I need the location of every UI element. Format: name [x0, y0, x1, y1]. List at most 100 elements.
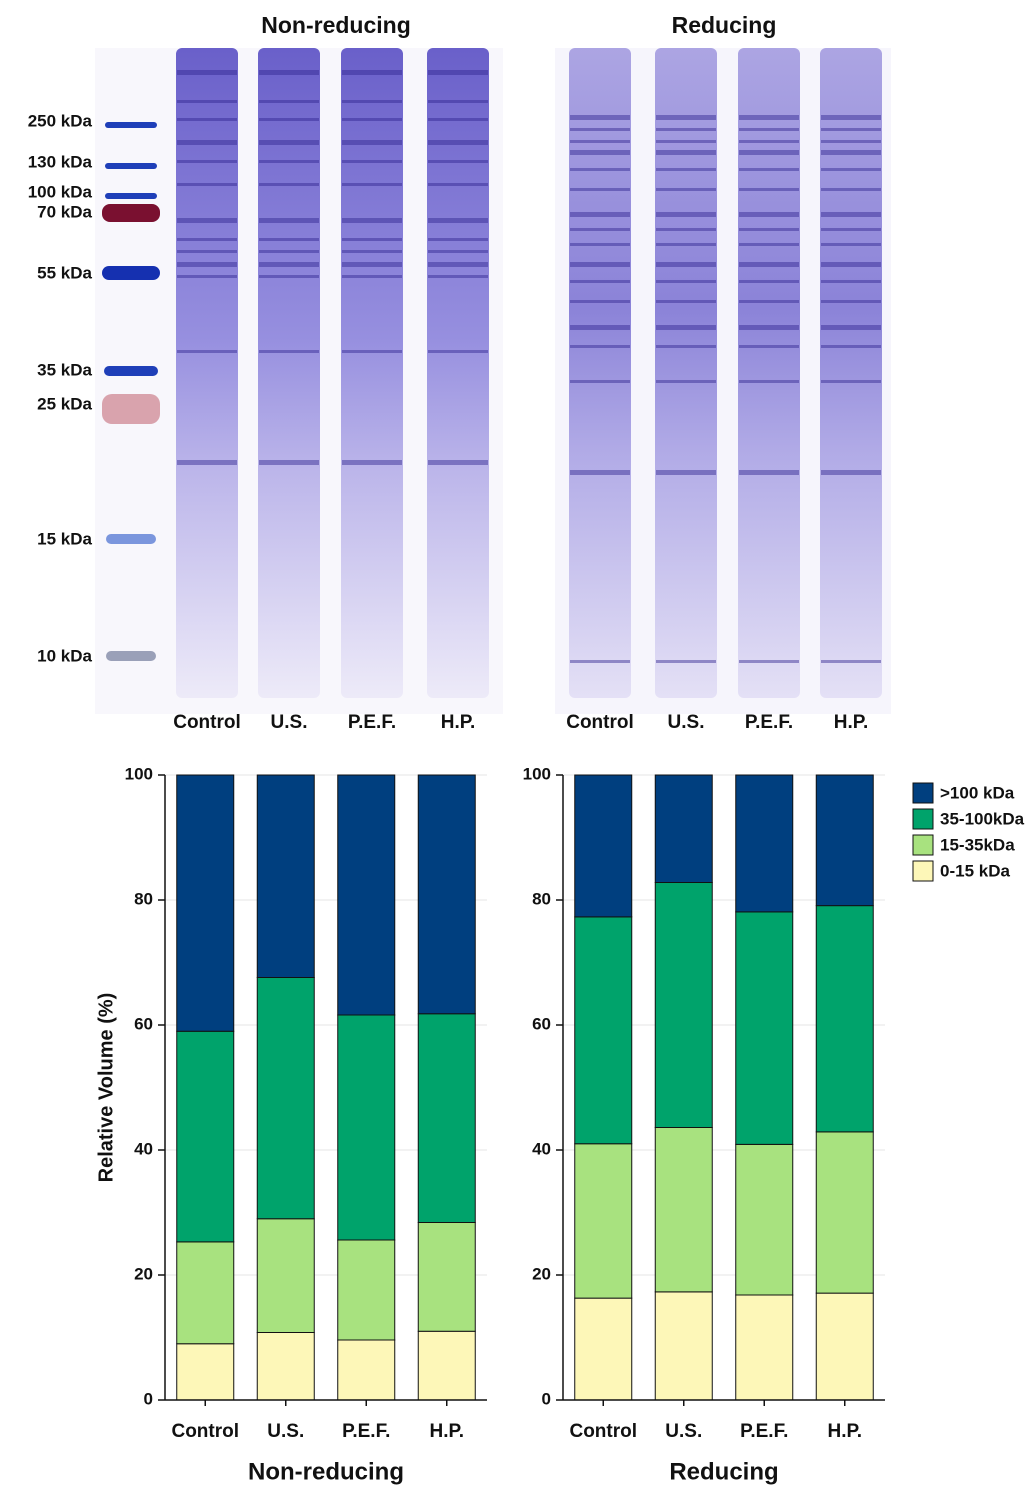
marker-label: 10 kDa: [37, 646, 92, 665]
gel-band: [428, 250, 488, 253]
gel-band: [259, 262, 319, 267]
x-tick-label: U.S.: [267, 1421, 304, 1442]
gel-band: [821, 325, 881, 330]
gel-band: [739, 140, 799, 143]
marker-label: 55 kDa: [37, 263, 92, 282]
gel-band: [570, 228, 630, 231]
bar-segment: [736, 1144, 793, 1295]
bar-segment: [418, 1223, 475, 1332]
gel-band: [177, 460, 237, 465]
y-axis-title: Relative Volume (%): [95, 993, 117, 1183]
gel-band: [342, 275, 402, 278]
bar-segment: [575, 917, 632, 1144]
lane-label: H.P.: [441, 712, 476, 733]
gel-band: [259, 183, 319, 186]
gel-lane: [738, 48, 800, 698]
gel-band: [821, 168, 881, 171]
bar-segment: [816, 1132, 873, 1293]
gel-band: [821, 212, 881, 217]
gel-band: [656, 188, 716, 191]
bar-segment: [816, 1293, 873, 1400]
gel-band: [259, 218, 319, 223]
gel-band: [570, 168, 630, 171]
x-axis-title: Reducing: [669, 1458, 778, 1485]
legend-label: 0-15 kDa: [940, 861, 1010, 880]
gel-band: [821, 243, 881, 246]
gel-band: [821, 380, 881, 383]
y-tick-label: 40: [134, 1139, 153, 1158]
gel-band: [739, 380, 799, 383]
y-tick-label: 0: [542, 1389, 551, 1408]
gel-band: [342, 350, 402, 353]
bar-segment: [736, 775, 793, 912]
gel-band: [259, 118, 319, 121]
gel-lane: [258, 48, 320, 698]
gel-lane: [569, 48, 631, 698]
gel-band: [428, 350, 488, 353]
gel-band: [570, 150, 630, 155]
y-tick-label: 80: [532, 889, 551, 908]
gel-band: [656, 380, 716, 383]
x-tick-label: U.S.: [665, 1421, 702, 1442]
bar-segment: [338, 1240, 395, 1340]
bar-segment: [338, 775, 395, 1015]
bar-segment: [177, 1242, 234, 1344]
gel-band: [821, 115, 881, 120]
gel-band: [656, 115, 716, 120]
gel-band: [342, 250, 402, 253]
legend-label: >100 kDa: [940, 783, 1015, 802]
gel-band: [570, 300, 630, 303]
gel-band: [570, 470, 630, 475]
bar-segment: [257, 775, 314, 978]
gel-band: [570, 380, 630, 383]
gel-band: [259, 100, 319, 103]
gel-band: [177, 275, 237, 278]
bar-segment: [418, 775, 475, 1014]
gel-band: [821, 228, 881, 231]
gel-band: [821, 470, 881, 475]
gel-band: [177, 262, 237, 267]
gel-band: [570, 188, 630, 191]
gel-band: [428, 183, 488, 186]
gel-band: [342, 183, 402, 186]
gel-band: [428, 100, 488, 103]
panel-title: Reducing: [672, 12, 777, 38]
gel-band: [656, 150, 716, 155]
x-tick-label: H.P.: [429, 1421, 464, 1442]
gel-band: [428, 460, 488, 465]
lane-label: P.E.F.: [745, 712, 793, 733]
gel-band: [342, 238, 402, 241]
gel-lane: [820, 48, 882, 698]
x-tick-label: P.E.F.: [342, 1421, 390, 1442]
gel-band: [428, 218, 488, 223]
gel-band: [739, 228, 799, 231]
legend-swatch: [913, 783, 933, 803]
gel-band: [821, 300, 881, 303]
gel-band: [656, 168, 716, 171]
gel-band: [428, 70, 488, 75]
gel-band: [570, 128, 630, 131]
bar-segment: [575, 1144, 632, 1298]
gel-band: [739, 262, 799, 267]
y-tick-label: 60: [532, 1014, 551, 1033]
lane-label: H.P.: [834, 712, 869, 733]
gel-band: [656, 228, 716, 231]
marker-label: 130 kDa: [28, 152, 93, 171]
gel-band: [177, 250, 237, 253]
gel-lane: [427, 48, 489, 698]
gel-band: [656, 470, 716, 475]
bar-segment: [736, 1295, 793, 1400]
marker-label: 70 kDa: [37, 202, 92, 221]
gel-band: [570, 325, 630, 330]
bar-segment: [418, 1331, 475, 1400]
x-tick-label: P.E.F.: [740, 1421, 788, 1442]
gel-band: [821, 150, 881, 155]
x-tick-label: Control: [171, 1421, 239, 1442]
gel-band: [570, 280, 630, 283]
marker-label: 35 kDa: [37, 360, 92, 379]
gel-band: [739, 128, 799, 131]
gel-band: [739, 470, 799, 475]
gel-band: [656, 325, 716, 330]
gel-band: [656, 140, 716, 143]
panel-title: Non-reducing: [261, 12, 411, 38]
